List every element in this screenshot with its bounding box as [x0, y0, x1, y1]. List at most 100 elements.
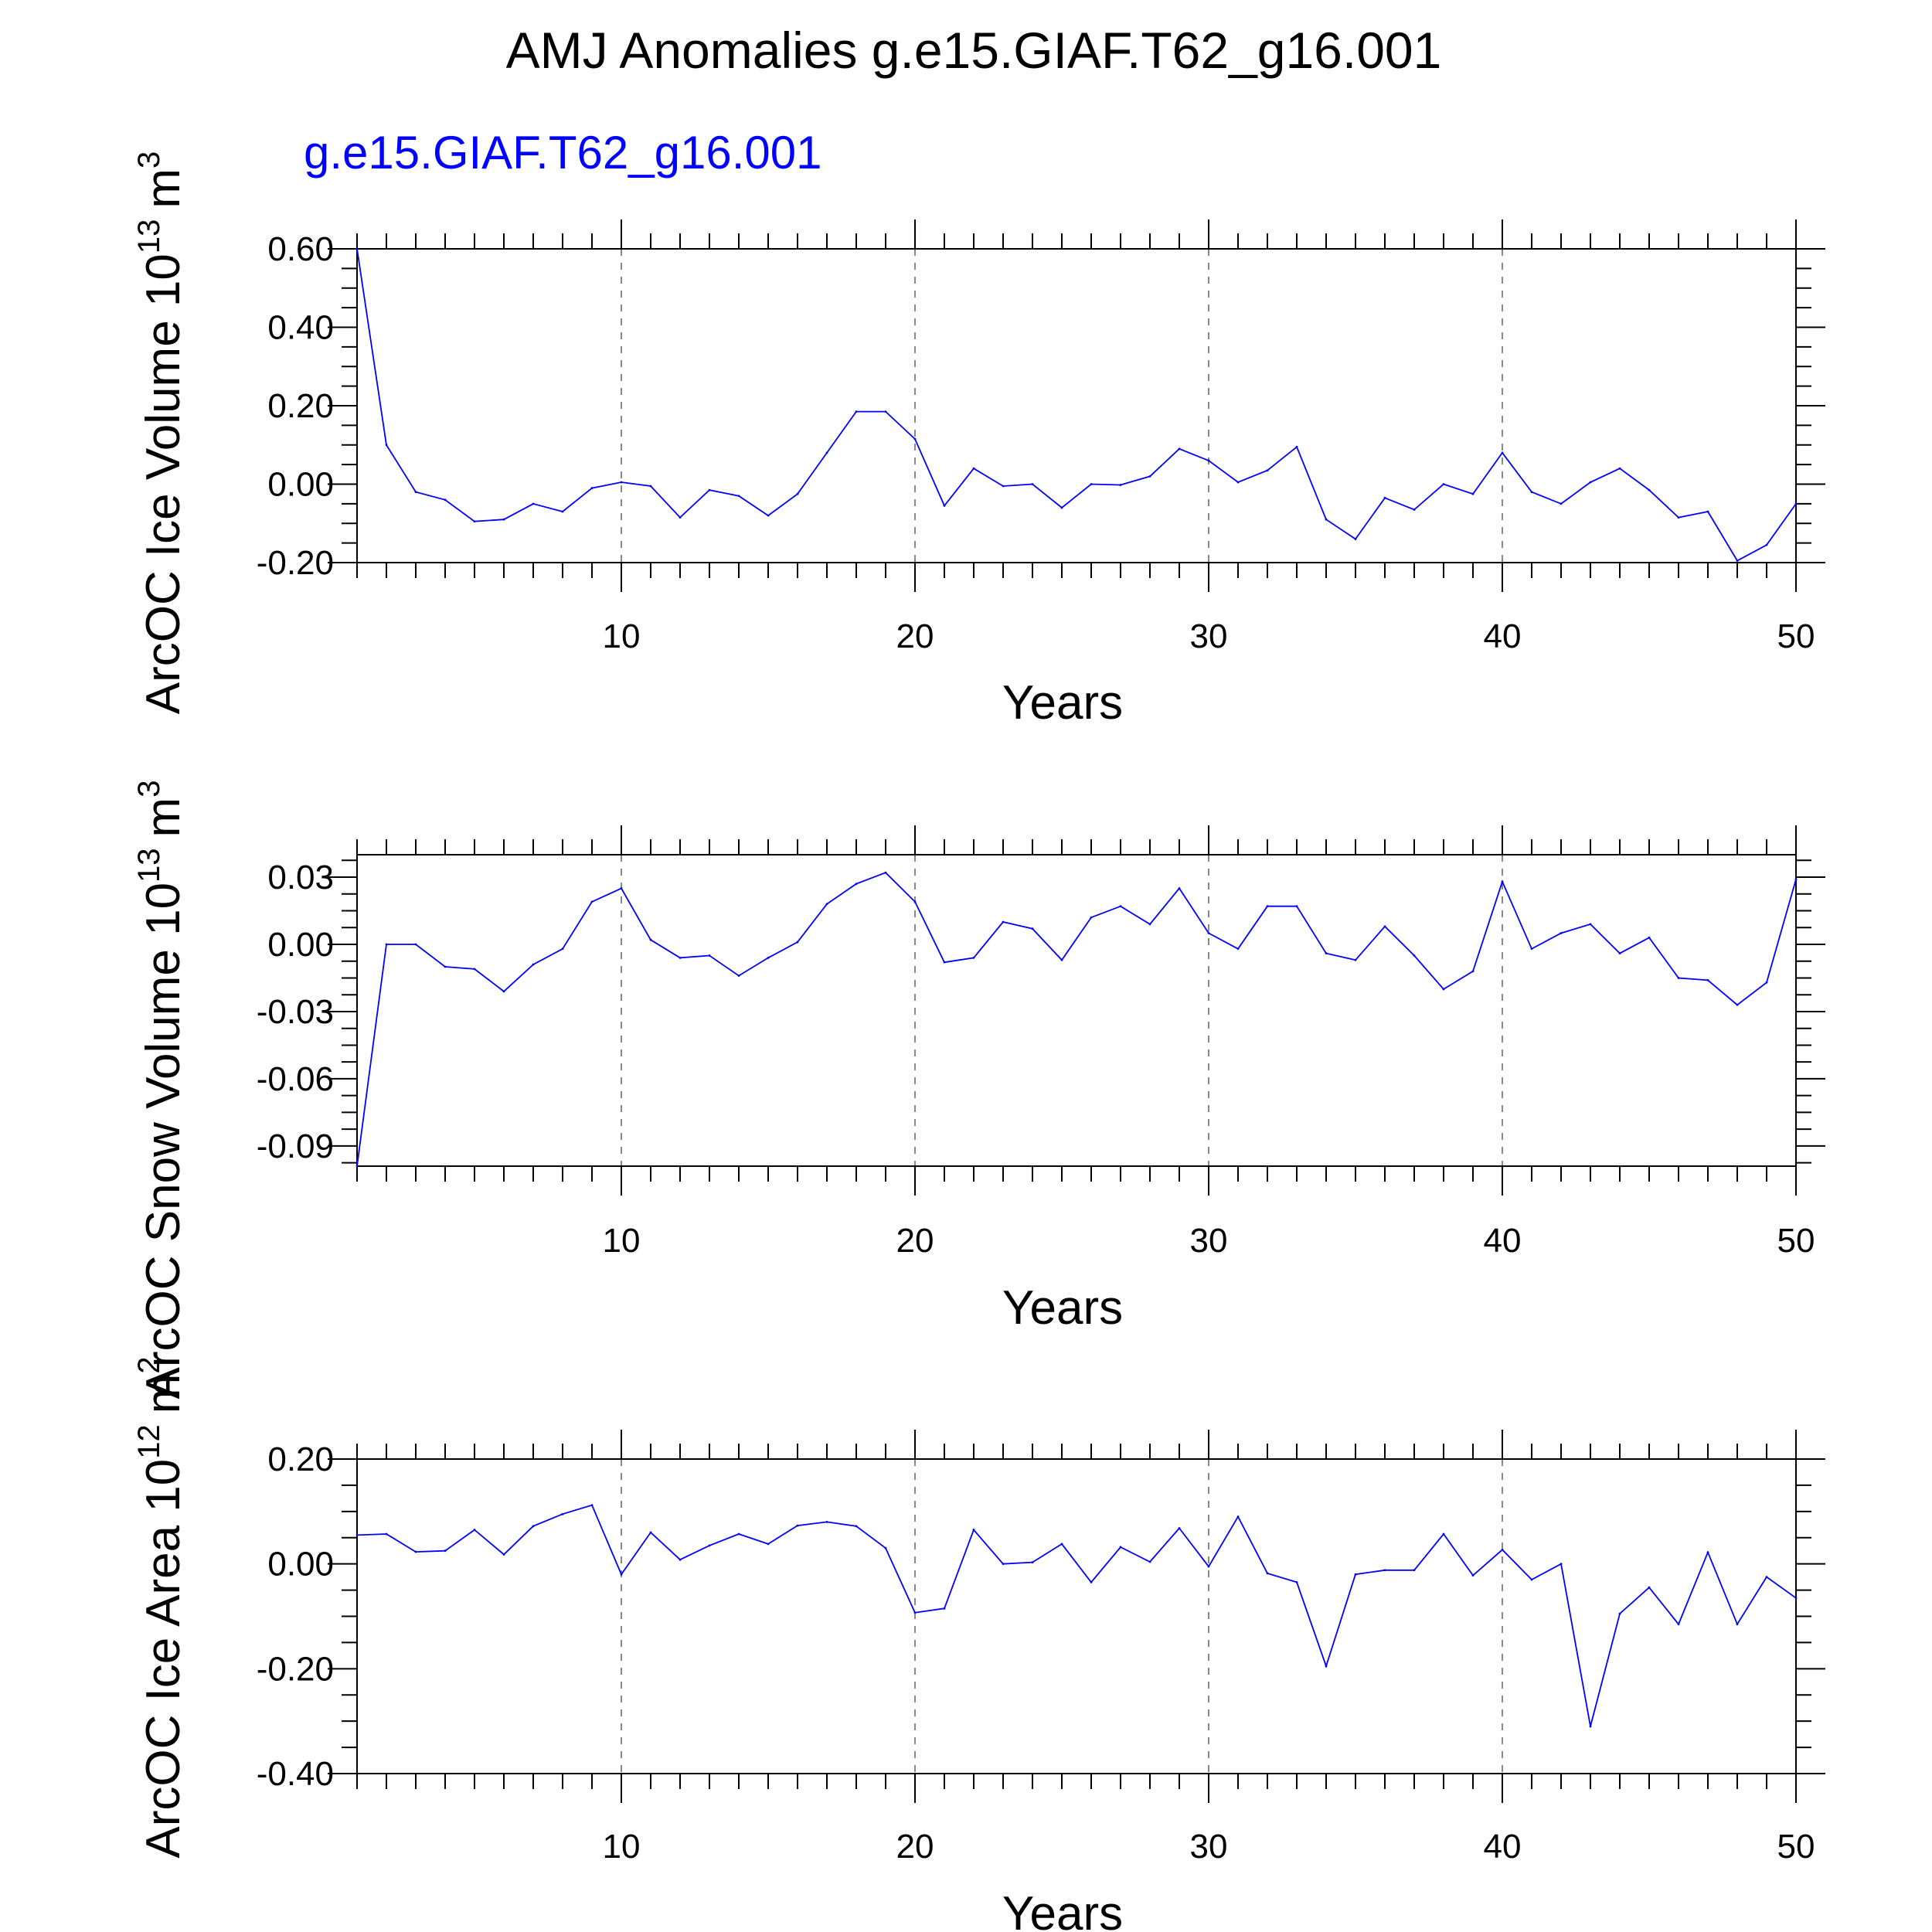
y-tick-label: -0.06	[257, 1060, 334, 1098]
data-point	[1442, 483, 1445, 485]
x-tick-label: 30	[1190, 617, 1228, 655]
y-axis-label-unit-exponent: 3	[132, 151, 166, 168]
data-point	[1648, 488, 1651, 492]
data-point	[1765, 1576, 1768, 1579]
data-point	[767, 956, 770, 959]
x-tick-label: 50	[1777, 1828, 1815, 1866]
data-point	[1648, 936, 1651, 939]
data-point	[1031, 483, 1034, 485]
y-axis-label-unit: m	[137, 1374, 190, 1414]
data-point	[1295, 445, 1298, 448]
chart-title: AMJ Anomalies g.e15.GIAF.T62_g16.001	[506, 22, 1442, 79]
data-point	[502, 990, 505, 993]
data-point	[1794, 1597, 1798, 1600]
data-point	[1530, 491, 1533, 494]
data-point	[1530, 947, 1533, 951]
data-point	[1471, 970, 1475, 973]
data-point	[767, 514, 770, 517]
data-point	[414, 491, 417, 494]
data-point	[1471, 1574, 1475, 1577]
data-point	[1090, 1581, 1093, 1583]
data-point	[1031, 927, 1034, 930]
data-point	[1501, 880, 1504, 883]
x-tick-label: 20	[896, 617, 934, 655]
data-point	[355, 1165, 359, 1168]
y-axis-label-text: ArcOC Ice Area 10	[137, 1459, 190, 1859]
data-point	[444, 965, 447, 968]
data-point	[737, 495, 740, 498]
data-point	[620, 1573, 623, 1576]
data-point	[1325, 1665, 1328, 1668]
data-point	[1618, 952, 1621, 954]
data-point	[1794, 502, 1798, 505]
data-point	[1736, 1623, 1739, 1626]
data-point	[1119, 905, 1122, 908]
plot-frame	[356, 854, 1797, 1167]
data-point	[708, 1544, 711, 1547]
data-point	[1413, 1569, 1416, 1572]
data-point	[1618, 1612, 1621, 1615]
data-point	[1178, 447, 1181, 451]
data-point	[1207, 932, 1210, 934]
data-point	[679, 516, 682, 519]
x-tick-label: 20	[896, 1828, 934, 1866]
data-point	[385, 1532, 388, 1536]
data-point	[532, 502, 535, 505]
data-point	[473, 968, 476, 971]
data-point	[385, 943, 388, 946]
x-tick-label: 10	[603, 1828, 641, 1866]
data-point	[1794, 878, 1798, 881]
data-point	[1060, 1543, 1063, 1546]
data-point	[972, 467, 975, 470]
data-point	[1354, 538, 1357, 540]
data-point	[561, 1512, 564, 1515]
data-point	[1148, 923, 1151, 926]
data-point	[825, 903, 828, 906]
data-point	[1119, 484, 1122, 486]
data-point	[355, 1533, 359, 1536]
data-point	[1325, 518, 1328, 521]
data-point	[1530, 1578, 1533, 1581]
y-tick-label: 0.20	[267, 387, 334, 425]
data-point	[1178, 887, 1181, 889]
data-point	[444, 1549, 447, 1553]
data-point	[355, 247, 359, 250]
run-annotation: g.e15.GIAF.T62_g16.001	[304, 127, 822, 179]
data-point	[737, 975, 740, 977]
data-point	[1677, 977, 1680, 979]
data-point	[502, 518, 505, 521]
data-point	[1354, 958, 1357, 961]
data-point	[1383, 1569, 1386, 1572]
data-point	[414, 1550, 417, 1553]
y-axis-label-exponent: 13	[132, 848, 166, 883]
data-point	[972, 1529, 975, 1531]
y-tick-label: 0.60	[267, 230, 334, 268]
data-point	[1442, 1532, 1445, 1536]
data-point	[1266, 1572, 1269, 1575]
x-tick-label: 30	[1190, 1222, 1228, 1260]
x-tick-label: 40	[1484, 1828, 1522, 1866]
data-point	[1618, 467, 1621, 470]
y-tick-label: -0.09	[257, 1128, 334, 1165]
y-axis-label-unit: m	[137, 798, 190, 838]
y-axis-label-unit: m	[137, 168, 190, 209]
data-point	[1677, 1623, 1680, 1626]
data-point	[796, 1524, 799, 1527]
data-point	[1413, 509, 1416, 511]
data-point	[444, 498, 447, 502]
y-tick-label: -0.40	[257, 1755, 334, 1793]
x-tick-label: 20	[896, 1222, 934, 1260]
data-point	[855, 1525, 858, 1528]
series-line	[356, 872, 1797, 1167]
data-point	[1706, 978, 1709, 981]
data-point	[737, 1532, 740, 1536]
data-point	[1090, 916, 1093, 919]
data-point	[1178, 1527, 1181, 1529]
chart-panels: 10 20 30 40 50 0.60 0.40 0.20 0.00 -0.20 Years ArcO…	[132, 127, 1825, 1932]
x-tick-label: 50	[1777, 1222, 1815, 1260]
data-point	[943, 505, 946, 507]
data-point	[1354, 1573, 1357, 1576]
data-point	[620, 481, 623, 484]
data-point	[943, 961, 946, 964]
